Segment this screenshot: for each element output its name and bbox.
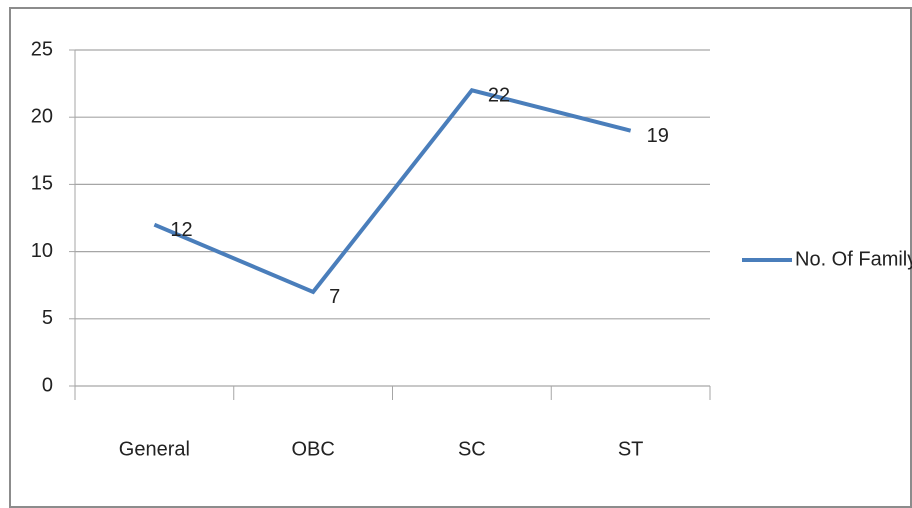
data-label: 12 bbox=[170, 219, 192, 241]
x-tick-label: OBC bbox=[291, 438, 334, 460]
data-line bbox=[153, 88, 632, 295]
x-tick-label: General bbox=[119, 438, 190, 460]
data-label: 19 bbox=[647, 125, 669, 147]
x-tick-label: SC bbox=[458, 438, 486, 460]
y-tick-label: 10 bbox=[31, 240, 53, 262]
y-tick-label: 25 bbox=[31, 38, 53, 60]
y-tick-label: 20 bbox=[31, 105, 53, 127]
y-tick-label: 15 bbox=[31, 173, 53, 195]
y-tick-label: 5 bbox=[42, 307, 53, 329]
y-tick-label: 0 bbox=[42, 374, 53, 396]
x-tick-label: ST bbox=[618, 438, 644, 460]
legend-label: No. Of Family bbox=[795, 248, 912, 270]
data-label: 22 bbox=[488, 85, 510, 107]
data-label: 7 bbox=[329, 286, 340, 308]
chart-border bbox=[9, 7, 912, 508]
